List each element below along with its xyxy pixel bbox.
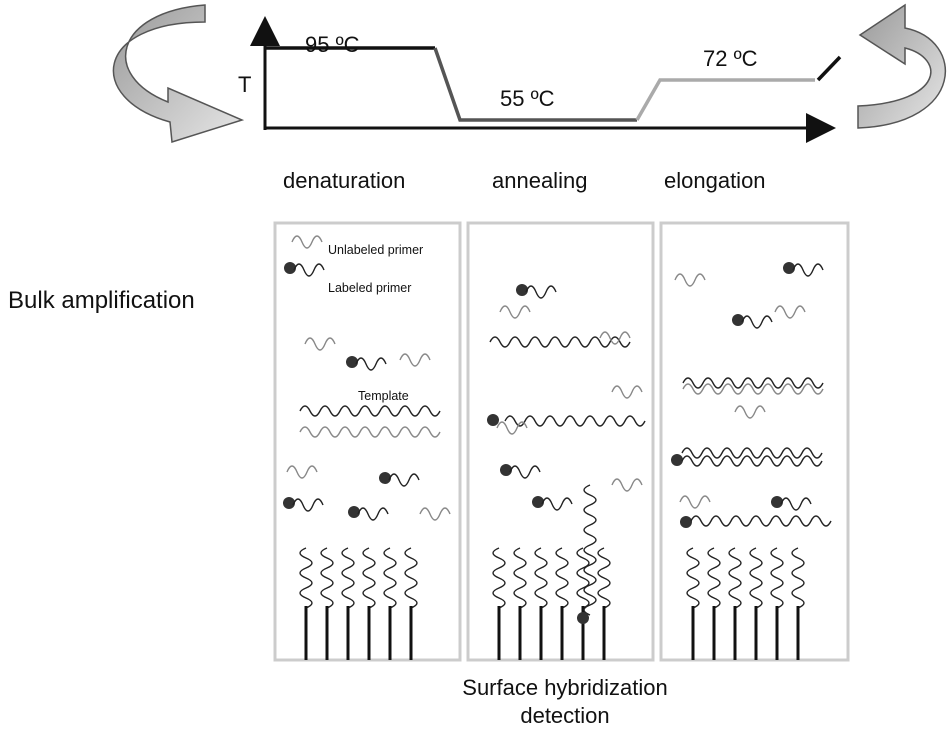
probe xyxy=(319,546,335,662)
probe xyxy=(382,546,398,662)
labeled-primer xyxy=(282,496,324,512)
axis-label: T xyxy=(238,72,251,97)
temp-label: 72 ºC xyxy=(703,46,758,71)
template xyxy=(299,405,441,417)
probe xyxy=(491,546,507,662)
step-label: denaturation xyxy=(283,168,405,193)
step-label: annealing xyxy=(492,168,587,193)
labeled-primer xyxy=(499,463,541,479)
unlabeled-primer xyxy=(291,235,323,249)
label-dot xyxy=(487,414,499,426)
unlabeled-primer xyxy=(304,337,336,351)
unlabeled-primer xyxy=(286,465,318,479)
labeled-primer xyxy=(770,495,812,511)
probe xyxy=(361,546,377,662)
cycle-arrow xyxy=(857,3,947,129)
labeled-primer xyxy=(345,355,387,371)
template xyxy=(681,447,823,459)
probe xyxy=(554,546,570,662)
temp-profile xyxy=(816,55,842,82)
unlabeled-primer xyxy=(734,405,766,419)
labeled-primer xyxy=(731,313,773,329)
step-label: elongation xyxy=(664,168,766,193)
probe xyxy=(298,546,314,662)
unlabeled-primer xyxy=(499,305,531,319)
labeled-primer xyxy=(531,495,573,511)
footer-label: Surface hybridization xyxy=(462,675,667,700)
unlabeled-primer xyxy=(674,273,706,287)
temp-profile xyxy=(433,47,637,122)
panel xyxy=(466,221,655,662)
unlabeled-primer xyxy=(774,305,806,319)
unlabeled-primer xyxy=(611,478,643,492)
unlabeled-primer xyxy=(679,495,711,509)
unlabeled-primer xyxy=(399,353,431,367)
probe xyxy=(790,546,806,662)
probe xyxy=(769,546,785,662)
temp-label: 55 ºC xyxy=(500,86,555,111)
labeled-primer xyxy=(347,505,389,521)
unlabeled-primer xyxy=(419,507,451,521)
footer-label: detection xyxy=(520,703,609,728)
probe xyxy=(512,546,528,662)
label-dot xyxy=(680,516,692,528)
panel xyxy=(659,221,850,662)
labeled-primer xyxy=(515,283,557,299)
probe xyxy=(685,546,701,662)
legend-label: Unlabeled primer xyxy=(328,243,423,257)
probe xyxy=(727,546,743,662)
cycle-arrow xyxy=(112,4,245,143)
hybridized-strand xyxy=(583,484,597,616)
label-dot xyxy=(577,612,589,624)
probe xyxy=(706,546,722,662)
label-dot xyxy=(671,454,683,466)
probe xyxy=(533,546,549,662)
side-label: Bulk amplification xyxy=(8,287,195,314)
probe xyxy=(340,546,356,662)
probe xyxy=(403,546,419,662)
unlabeled-primer xyxy=(611,385,643,399)
template xyxy=(299,426,441,438)
probe xyxy=(748,546,764,662)
labeled-primer xyxy=(378,471,420,487)
temp-profile xyxy=(635,78,815,121)
template xyxy=(681,455,823,467)
legend-label: Labeled primer xyxy=(328,281,411,295)
temp-label: 95 ºC xyxy=(305,32,360,57)
labeled-primer xyxy=(782,261,824,277)
labeled-primer xyxy=(283,261,325,277)
unlabeled-primer xyxy=(599,331,631,345)
legend-label: Template xyxy=(358,389,409,403)
template xyxy=(690,515,832,527)
template xyxy=(489,336,631,348)
probe xyxy=(575,546,591,662)
probe xyxy=(596,546,612,662)
